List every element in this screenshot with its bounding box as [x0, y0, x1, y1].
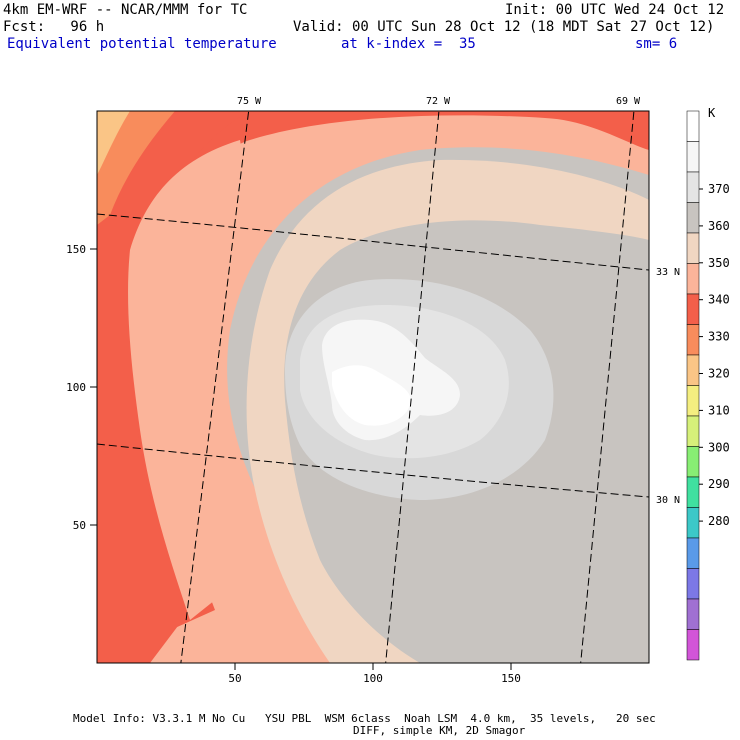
level-info: at k-index = 35: [341, 36, 476, 52]
model-info: Model Info: V3.3.1 M No Cu YSU PBL WSM 6…: [73, 712, 656, 725]
axis-ticks: [90, 248, 512, 670]
colorbar-swatch: [686, 568, 700, 600]
colorbar-swatch: [686, 232, 700, 264]
colorbar-swatch: [686, 507, 700, 539]
graticule: [97, 111, 649, 663]
colorbar-label: 320: [708, 367, 730, 381]
band-330: [97, 111, 175, 225]
colorbar-unit: K: [708, 106, 716, 120]
lat-33n: [97, 213, 649, 271]
colorbar-swatch: [686, 141, 700, 173]
colorbar-swatch: [686, 537, 700, 569]
colorbar-swatch: [686, 598, 700, 630]
colorbar-label: 290: [708, 477, 730, 491]
model-title: 4km EM-WRF -- NCAR/MMM for TC: [3, 2, 248, 18]
smoothing-info: sm= 6: [635, 36, 678, 52]
forecast-hour: Fcst: 96 h: [3, 19, 105, 35]
field-name: Equivalent potential temperature: [7, 36, 277, 52]
colorbar-swatch: [686, 293, 700, 325]
colorbar-label: 310: [708, 403, 730, 417]
lat-label: 33 N: [656, 267, 680, 278]
y-tick-label: 150: [66, 243, 86, 256]
colorbar-swatch: [686, 202, 700, 234]
colorbar-label: 350: [708, 256, 730, 270]
lat-label: 30 N: [656, 495, 680, 506]
colorbar-label: 340: [708, 293, 730, 307]
colorbar-swatch: [686, 324, 700, 356]
colorbar: 370 360 350 340 330 320 310 300 290 280: [686, 110, 730, 661]
y-tick-label: 100: [66, 381, 86, 394]
colorbar-swatch: [686, 629, 700, 661]
band-320: [97, 111, 130, 175]
x-tick-label: 50: [228, 672, 241, 685]
colorbar-swatch: [686, 171, 700, 203]
colorbar-label: 370: [708, 182, 730, 196]
theta-e-field: [97, 111, 649, 663]
x-tick-label: 150: [501, 672, 521, 685]
lon-label: 75 W: [237, 96, 262, 107]
eye-center: [332, 365, 411, 426]
init-time: Init: 00 UTC Wed 24 Oct 12: [505, 2, 725, 18]
colorbar-swatch: [686, 476, 700, 508]
colorbar-swatch: [686, 354, 700, 386]
valid-time: Valid: 00 UTC Sun 28 Oct 12 (18 MDT Sat …: [293, 19, 715, 35]
colorbar-swatch: [686, 385, 700, 417]
band-350: [97, 111, 649, 663]
x-tick-label: 100: [363, 672, 383, 685]
colorbar-swatch: [686, 263, 700, 295]
lon-label: 72 W: [426, 96, 451, 107]
colorbar-swatch: [686, 110, 700, 142]
colorbar-label: 360: [708, 219, 730, 233]
colorbar-label: 280: [708, 514, 730, 528]
model-info-2: DIFF, simple KM, 2D Smagor: [353, 724, 526, 737]
y-tick-label: 50: [73, 519, 86, 532]
lat-30n: [97, 443, 649, 498]
lon-label: 69 W: [616, 96, 641, 107]
colorbar-label: 330: [708, 330, 730, 344]
colorbar-swatch: [686, 446, 700, 478]
rainband-inner: [128, 140, 245, 620]
colorbar-swatch: [686, 415, 700, 447]
colorbar-label: 300: [708, 440, 730, 454]
